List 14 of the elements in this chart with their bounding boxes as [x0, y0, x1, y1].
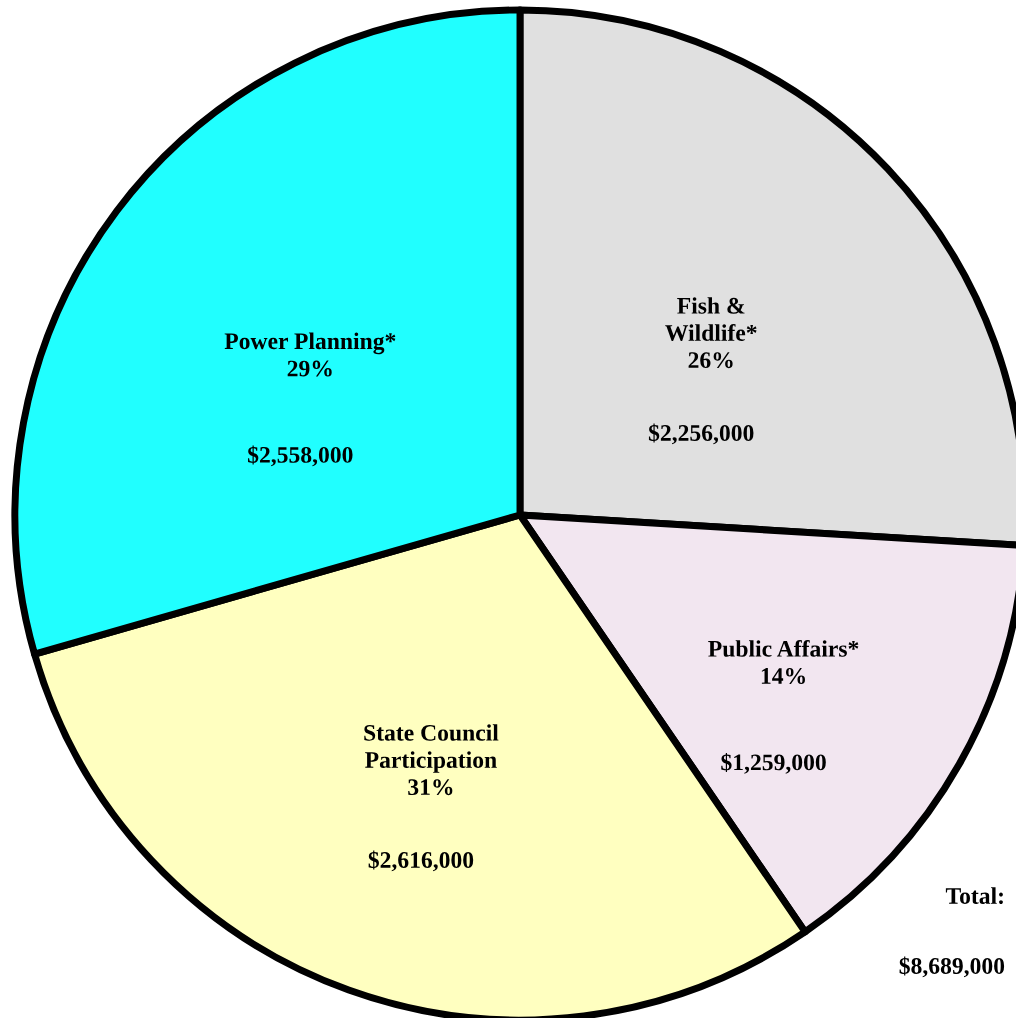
slice-label: Power Planning*: [224, 332, 396, 355]
text: Total:: [945, 887, 1003, 905]
text: 31%: [408, 779, 453, 796]
slice-label: Public Affairs*: [708, 639, 859, 657]
slice-label: Fish & Wildlife*: [665, 297, 757, 342]
slice-label: State Council Participation: [364, 724, 499, 773]
data-label: $2,616,000: [368, 850, 474, 872]
text: 14%: [761, 667, 805, 684]
text: 29%: [287, 360, 332, 377]
data-label: $2,256,000: [648, 423, 754, 445]
text: 26%: [688, 352, 733, 369]
data-label: $1,259,000: [721, 753, 826, 774]
data-label: $2,558,000: [248, 445, 353, 467]
text: $8,689,000: [899, 956, 1005, 978]
